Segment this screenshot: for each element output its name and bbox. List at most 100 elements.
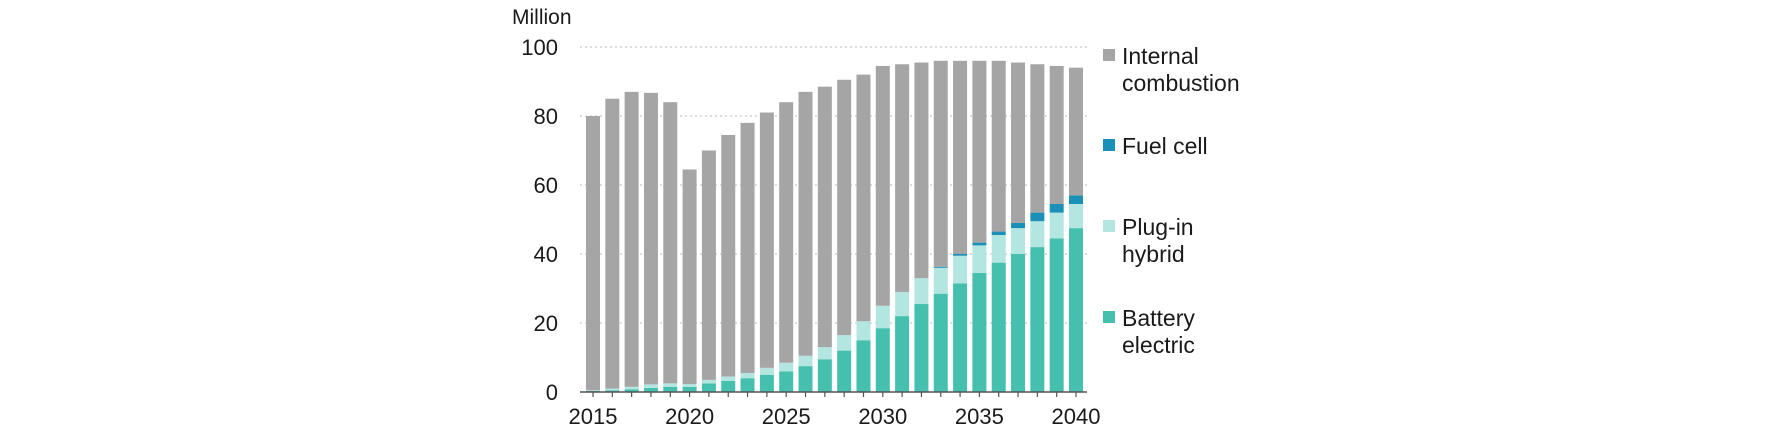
legend-swatch	[1103, 220, 1115, 232]
bars	[586, 60, 1083, 392]
bar-plug-in-hybrid-2034	[953, 255, 968, 284]
bar-plug-in-hybrid-2037	[1011, 228, 1026, 254]
bar-internal-combustion-2038	[1030, 64, 1045, 213]
y-tick-label: 100	[521, 35, 558, 60]
y-tick-label: 80	[534, 104, 558, 129]
bar-fuel-cell-2039	[1049, 203, 1064, 213]
bar-internal-combustion-2028	[837, 79, 852, 336]
bar-battery-electric-2036	[991, 262, 1006, 392]
bar-plug-in-hybrid-2040	[1069, 203, 1083, 229]
bar-internal-combustion-2016	[605, 98, 620, 389]
bar-internal-combustion-2021	[701, 150, 716, 380]
bar-battery-electric-2025	[779, 371, 794, 392]
bar-plug-in-hybrid-2015	[586, 390, 600, 391]
bar-internal-combustion-2036	[991, 60, 1006, 232]
y-tick-label: 40	[534, 242, 558, 267]
legend-swatch	[1103, 49, 1115, 61]
bar-plug-in-hybrid-2027	[817, 347, 832, 360]
bar-plug-in-hybrid-2025	[779, 362, 794, 372]
bar-internal-combustion-2039	[1049, 65, 1064, 204]
bar-battery-electric-2039	[1049, 238, 1064, 392]
bar-battery-electric-2031	[895, 316, 910, 392]
bar-internal-combustion-2026	[798, 91, 813, 356]
bar-internal-combustion-2029	[856, 74, 871, 322]
legend-label: hybrid	[1122, 241, 1185, 267]
bar-battery-electric-2017	[624, 389, 639, 392]
x-tick-label: 2015	[569, 404, 618, 429]
bar-plug-in-hybrid-2038	[1030, 221, 1045, 248]
bar-internal-combustion-2015	[586, 116, 600, 391]
bar-plug-in-hybrid-2023	[740, 373, 755, 379]
bar-internal-combustion-2035	[972, 60, 987, 243]
bar-battery-electric-2035	[972, 272, 987, 392]
bar-battery-electric-2037	[1011, 254, 1026, 392]
bar-fuel-cell-2033	[933, 266, 948, 268]
bar-internal-combustion-2032	[914, 62, 929, 279]
y-tick-label: 20	[534, 311, 558, 336]
x-tick-label: 2035	[955, 404, 1004, 429]
bar-battery-electric-2038	[1030, 247, 1045, 392]
legend-item-fuel-cell: Fuel cell	[1103, 133, 1208, 159]
bar-plug-in-hybrid-2031	[895, 291, 910, 317]
bar-battery-electric-2040	[1069, 228, 1083, 392]
bar-battery-electric-2027	[817, 359, 832, 392]
bar-internal-combustion-2037	[1011, 62, 1026, 223]
bar-internal-combustion-2022	[721, 134, 736, 377]
bar-battery-electric-2032	[914, 304, 929, 392]
legend-label: Battery	[1122, 305, 1195, 331]
bar-battery-electric-2028	[837, 350, 852, 392]
bar-internal-combustion-2023	[740, 122, 755, 374]
bar-fuel-cell-2040	[1069, 195, 1083, 204]
legend-label: electric	[1122, 332, 1195, 358]
bar-plug-in-hybrid-2016	[605, 388, 620, 391]
bar-fuel-cell-2036	[991, 231, 1006, 236]
bar-plug-in-hybrid-2029	[856, 321, 871, 341]
bar-battery-electric-2034	[953, 283, 968, 392]
bar-internal-combustion-2031	[895, 64, 910, 292]
bar-plug-in-hybrid-2028	[837, 335, 852, 351]
bar-internal-combustion-2034	[953, 60, 968, 254]
bar-plug-in-hybrid-2021	[701, 379, 716, 384]
bar-internal-combustion-2017	[624, 91, 639, 387]
x-tick-label: 2025	[762, 404, 811, 429]
legend-label: Fuel cell	[1122, 133, 1208, 159]
y-tick-label: 0	[546, 380, 558, 405]
y-unit-label: Million	[512, 6, 572, 29]
legend-swatch	[1103, 139, 1115, 151]
bar-battery-electric-2016	[605, 390, 620, 392]
bar-plug-in-hybrid-2017	[624, 386, 639, 390]
bar-plug-in-hybrid-2026	[798, 355, 813, 367]
bar-battery-electric-2026	[798, 366, 813, 392]
bar-internal-combustion-2018	[643, 92, 658, 385]
bar-fuel-cell-2035	[972, 242, 987, 246]
bar-fuel-cell-2034	[953, 254, 968, 256]
bar-battery-electric-2023	[740, 378, 755, 392]
bar-plug-in-hybrid-2036	[991, 235, 1006, 263]
y-tick-label: 60	[534, 173, 558, 198]
bar-plug-in-hybrid-2033	[933, 267, 948, 294]
bar-internal-combustion-2020	[682, 169, 697, 385]
bar-plug-in-hybrid-2022	[721, 376, 736, 381]
bar-battery-electric-2019	[663, 386, 678, 392]
bar-plug-in-hybrid-2035	[972, 245, 987, 273]
bar-battery-electric-2022	[721, 380, 736, 392]
bar-battery-electric-2024	[759, 374, 774, 392]
bar-plug-in-hybrid-2030	[875, 305, 890, 329]
bar-plug-in-hybrid-2019	[663, 383, 678, 387]
bar-internal-combustion-2040	[1069, 67, 1083, 196]
bar-plug-in-hybrid-2024	[759, 367, 774, 375]
bar-battery-electric-2029	[856, 340, 871, 392]
legend-label: Internal	[1122, 43, 1199, 69]
bar-plug-in-hybrid-2032	[914, 278, 929, 305]
bar-plug-in-hybrid-2018	[643, 384, 658, 388]
bar-internal-combustion-2027	[817, 86, 832, 348]
legend-swatch	[1103, 311, 1115, 323]
bar-internal-combustion-2024	[759, 112, 774, 368]
bar-battery-electric-2030	[875, 328, 890, 392]
bar-fuel-cell-2037	[1011, 222, 1026, 229]
bar-fuel-cell-2038	[1030, 212, 1045, 222]
